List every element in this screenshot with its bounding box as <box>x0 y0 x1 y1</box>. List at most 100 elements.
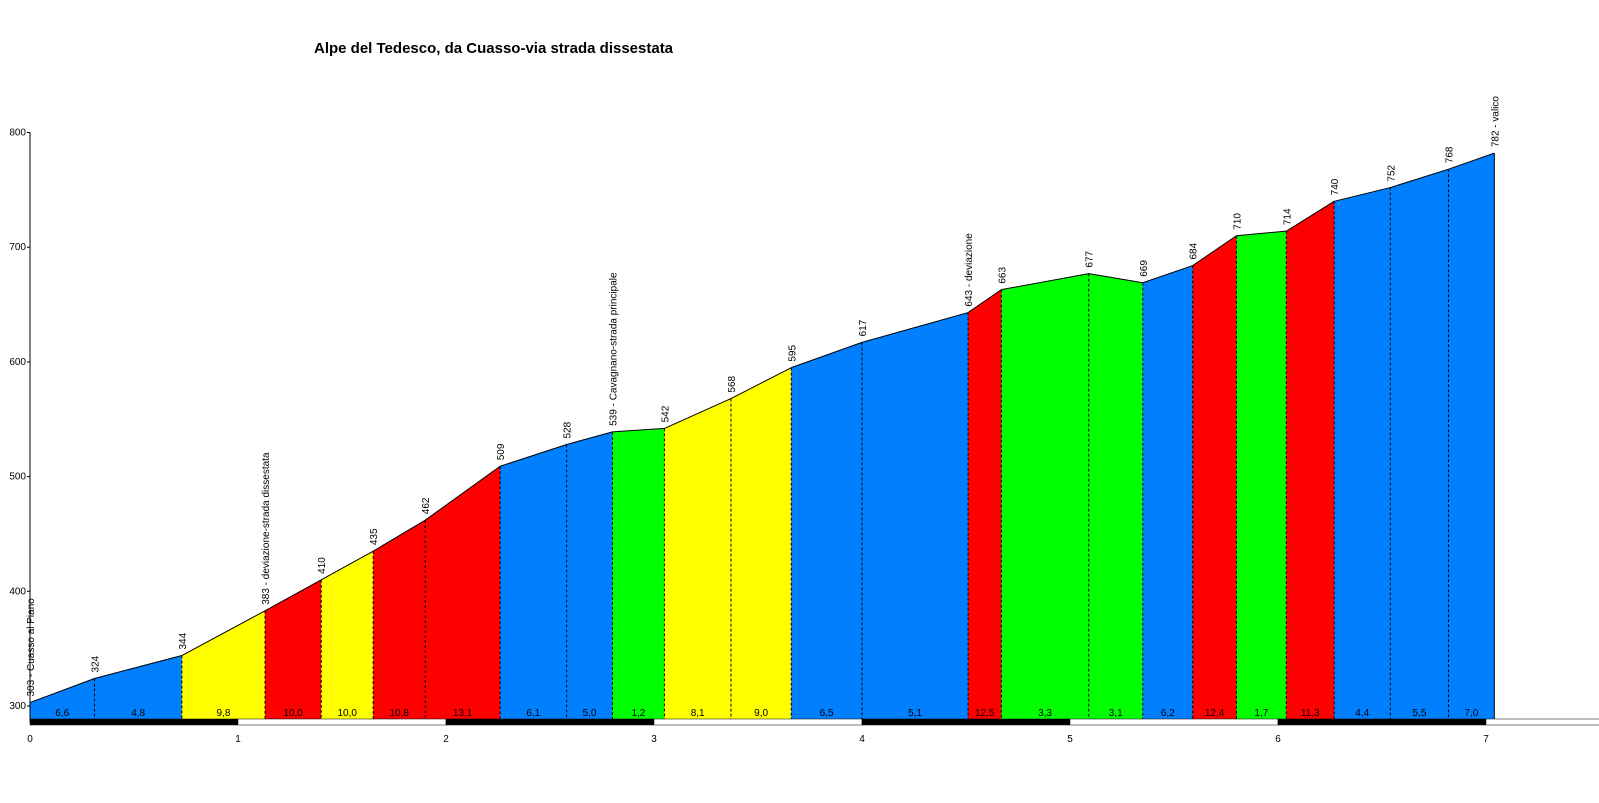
elevation-segment <box>1334 187 1391 721</box>
profile-line <box>94 655 182 679</box>
scale-bar-block <box>653 718 863 726</box>
y-tick-label: 300 <box>9 701 26 712</box>
profile-line <box>1334 187 1391 202</box>
elevation-segment <box>862 312 969 721</box>
x-tick-label: 3 <box>651 734 657 745</box>
altitude-label: 303 - Cuasso al Piano <box>26 598 37 697</box>
y-tick-label: 800 <box>9 128 26 139</box>
elevation-segment <box>1142 265 1193 721</box>
y-tick-labels: 300 400 500 600 700 800 <box>9 128 30 712</box>
gradient-label: 3,1 <box>1109 708 1123 719</box>
y-tick-label: 700 <box>9 242 26 253</box>
scale-bar-block <box>1485 718 1599 726</box>
profile-line <box>612 427 665 433</box>
gradient-label: 12,4 <box>1205 708 1225 719</box>
altitude-label: 410 <box>317 557 328 574</box>
altitude-label: 669 <box>1139 260 1150 277</box>
scale-bar-block <box>237 718 447 726</box>
scale-bar-block <box>1277 718 1487 726</box>
altitude-label: 752 <box>1386 164 1397 181</box>
altitude-label: 677 <box>1085 250 1096 267</box>
scale-bar-block <box>861 718 1071 726</box>
x-tick-label: 2 <box>443 734 449 745</box>
elevation-segment <box>500 444 567 721</box>
elevation-segment <box>30 678 95 721</box>
profile-line <box>1192 235 1237 266</box>
elevation-segment <box>1286 201 1335 721</box>
profile-line <box>499 444 567 467</box>
profile-line <box>566 431 613 445</box>
altitude-label: 595 <box>787 345 798 362</box>
altitude-label: 435 <box>369 528 380 545</box>
gradient-label: 13,1 <box>453 708 473 719</box>
gradient-label: 9,0 <box>754 708 768 719</box>
y-tick-label: 400 <box>9 586 26 597</box>
altitude-label: 768 <box>1445 146 1456 163</box>
altitude-label: 539 - Cavagnano-strada principale <box>608 272 619 426</box>
elevation-segment <box>1390 169 1449 722</box>
profile-line <box>664 398 732 429</box>
gradient-label: 7,0 <box>1464 708 1478 719</box>
profile-line <box>861 312 969 343</box>
elevation-segment <box>94 655 182 721</box>
x-tick-label: 0 <box>27 734 33 745</box>
profile-line <box>1142 265 1193 284</box>
gradient-label: 10,0 <box>283 708 303 719</box>
elevation-segment <box>1192 235 1237 722</box>
y-tick-label: 500 <box>9 472 26 483</box>
elevation-segment <box>1001 273 1089 721</box>
gradient-label: 3,3 <box>1038 708 1052 719</box>
altitude-label: 617 <box>858 319 869 336</box>
profile-line <box>372 519 426 552</box>
profile-line <box>320 550 374 581</box>
elevation-segment <box>664 398 731 721</box>
elevation-segment <box>791 342 862 721</box>
elevation-segment <box>1088 273 1143 721</box>
gradient-label: 6,6 <box>55 708 69 719</box>
elevation-segment <box>373 520 426 721</box>
altitude-label: 740 <box>1330 178 1341 195</box>
gradient-label: 10,0 <box>337 708 357 719</box>
elevation-segment <box>730 367 792 721</box>
elevation-segment <box>321 551 374 721</box>
altitude-label: 528 <box>563 421 574 438</box>
profile-line <box>29 678 95 704</box>
gradient-label: 1,7 <box>1254 708 1268 719</box>
gradient-label: 6,1 <box>526 708 540 719</box>
km-scale-bar <box>29 718 1599 726</box>
segment-dividers <box>93 153 1495 721</box>
profile-line <box>967 289 1002 313</box>
gradient-label: 5,5 <box>1412 708 1426 719</box>
elevation-segments <box>29 152 1495 722</box>
gradient-label: 10,8 <box>389 708 409 719</box>
scale-bar-block <box>445 718 655 726</box>
gradient-label: 9,8 <box>216 708 230 719</box>
profile-line <box>791 341 863 369</box>
gradient-label: 11,3 <box>1301 708 1320 719</box>
altitude-labels: 303 - Cuasso al Piano 324 344 383 - deviazi… <box>26 96 1501 697</box>
chart-title: Alpe del Tedesco, da Cuasso-via strada d… <box>314 40 674 57</box>
altitude-label: 542 <box>660 405 671 422</box>
profile-line <box>1088 273 1143 284</box>
gradient-label: 4,8 <box>131 708 145 719</box>
gradient-label: 5,1 <box>908 708 922 719</box>
elevation-segment <box>425 466 501 721</box>
x-tick-labels: 0 1 2 3 4 5 6 7 <box>27 734 1489 745</box>
x-tick-label: 4 <box>859 734 865 745</box>
elevation-segment <box>265 579 322 721</box>
altitude-label: 462 <box>421 497 432 514</box>
scale-bar-block <box>1069 718 1279 726</box>
altitude-label: 663 <box>997 267 1008 284</box>
elevation-segment <box>1448 153 1495 721</box>
profile-line <box>1286 200 1335 232</box>
scale-bar-block <box>29 718 239 726</box>
altitude-label: 710 <box>1232 213 1243 230</box>
altitude-label: 684 <box>1189 242 1200 259</box>
gradient-label: 4,4 <box>1355 708 1369 719</box>
profile-line <box>264 579 322 612</box>
profile-line <box>1448 152 1495 170</box>
altitude-label: 714 <box>1282 208 1293 225</box>
x-tick-label: 6 <box>1275 734 1281 745</box>
profile-line <box>181 610 266 656</box>
